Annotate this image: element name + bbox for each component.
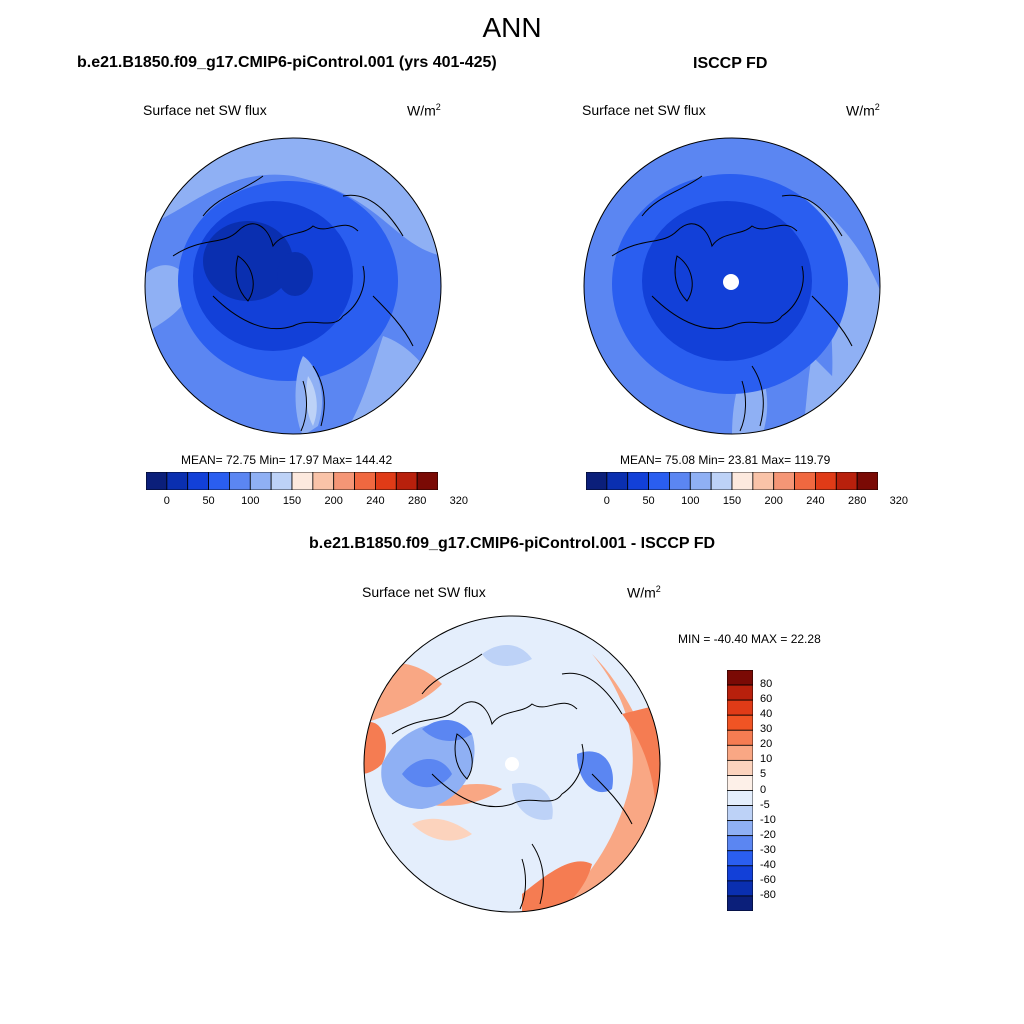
colorbar-swatch [710, 472, 733, 490]
colorbar-swatch [312, 472, 335, 490]
colorbar-tick-label: 30 [760, 723, 773, 736]
colorbar-swatch [815, 472, 837, 490]
colorbar-swatch [229, 472, 251, 490]
colorbar-swatch [794, 472, 816, 490]
colorbar-swatch [727, 714, 753, 731]
figure-title: ANN [482, 12, 542, 43]
colorbar-swatch [727, 850, 753, 867]
colorbar-swatch [146, 472, 168, 490]
panel1-case-title: b.e21.B1850.f09_g17.CMIP6-piControl.001 … [77, 54, 497, 71]
colorbar-swatch [727, 759, 753, 776]
colorbar-swatch [270, 472, 293, 490]
colorbar-tick-label: 150 [282, 495, 302, 507]
colorbar-swatch [856, 472, 878, 490]
colorbar-swatch [727, 699, 753, 716]
panel1-units: W/m2 [407, 102, 441, 119]
colorbar-swatch [773, 472, 795, 490]
colorbar-swatch [727, 835, 753, 852]
panel1-variable-label: Surface net SW flux [143, 102, 267, 118]
colorbar-tick-label: 280 [407, 495, 427, 507]
colorbar-tick-label: -60 [760, 873, 776, 886]
colorbar-swatch [354, 472, 376, 490]
colorbar-tick-label: 5 [760, 768, 767, 781]
colorbar-tick-label: 50 [202, 495, 215, 507]
panel3-stats: MIN = -40.40 MAX = 22.28 [678, 632, 821, 646]
colorbar-tick-label: 240 [366, 495, 385, 507]
panel3-case-title: b.e21.B1850.f09_g17.CMIP6-piControl.001 … [308, 535, 716, 552]
colorbar-swatch [727, 895, 753, 911]
colorbar-swatch [416, 472, 438, 490]
panel2-variable-label: Surface net SW flux [582, 102, 706, 118]
colorbar-swatch [648, 472, 670, 490]
colorbar-tick-label: -30 [760, 843, 776, 856]
panel3-polar-map [363, 615, 661, 913]
colorbar-tick-label: -20 [760, 828, 776, 841]
colorbar-swatch [606, 472, 629, 490]
colorbar-swatch [689, 472, 712, 490]
colorbar-tick-label: 20 [760, 738, 773, 751]
colorbar-swatch [208, 472, 230, 490]
colorbar-tick-label: 100 [681, 495, 700, 507]
colorbar-swatch [727, 729, 753, 746]
colorbar-tick-label: 200 [324, 495, 343, 507]
colorbar-swatch [727, 684, 753, 701]
colorbar-swatch [727, 880, 753, 897]
colorbar-swatch [627, 472, 649, 490]
panel2-colorbar [586, 472, 878, 490]
colorbar-swatch [375, 472, 397, 490]
colorbar-swatch [187, 472, 209, 490]
colorbar-tick-label: -10 [760, 813, 776, 826]
colorbar-tick-label: 0 [760, 783, 767, 796]
panel2-units: W/m2 [846, 102, 880, 119]
panel1-stats: MEAN= 72.75 Min= 17.97 Max= 144.42 [181, 453, 393, 467]
colorbar-tick-label: -5 [760, 798, 770, 811]
panel3-units: W/m2 [627, 584, 661, 601]
colorbar-tick-label: 40 [760, 708, 773, 721]
panel3-colorbar [727, 670, 753, 911]
colorbar-tick-label: 320 [889, 495, 909, 507]
panel1-colorbar [146, 472, 438, 490]
colorbar-swatch [727, 744, 753, 761]
colorbar-swatch [727, 670, 753, 686]
colorbar-swatch [291, 472, 314, 490]
colorbar-tick-label: 320 [449, 495, 469, 507]
panel2-case-title: ISCCP FD [693, 55, 768, 72]
colorbar-tick-label: -80 [760, 888, 776, 901]
panel3-variable-label: Surface net SW flux [362, 584, 486, 600]
colorbar-tick-label: -40 [760, 858, 776, 871]
panel1-polar-map [144, 137, 442, 435]
colorbar-swatch [731, 472, 754, 490]
colorbar-swatch [727, 820, 753, 837]
colorbar-swatch [586, 472, 608, 490]
colorbar-tick-label: 60 [760, 693, 773, 706]
colorbar-tick-label: 100 [241, 495, 260, 507]
colorbar-tick-label: 150 [722, 495, 742, 507]
colorbar-swatch [669, 472, 691, 490]
colorbar-swatch [727, 865, 753, 882]
panel2-polar-map [583, 137, 881, 435]
colorbar-swatch [727, 775, 753, 791]
colorbar-tick-label: 240 [806, 495, 825, 507]
colorbar-tick-label: 10 [760, 753, 773, 766]
colorbar-swatch [166, 472, 189, 490]
colorbar-swatch [752, 472, 775, 490]
colorbar-tick-label: 80 [760, 678, 773, 691]
colorbar-swatch [333, 472, 355, 490]
colorbar-tick-label: 200 [764, 495, 783, 507]
colorbar-tick-label: 50 [642, 495, 655, 507]
colorbar-swatch [249, 472, 272, 490]
panel2-stats: MEAN= 75.08 Min= 23.81 Max= 119.79 [620, 453, 831, 467]
colorbar-swatch [727, 790, 753, 806]
colorbar-swatch [727, 805, 753, 822]
colorbar-tick-label: 280 [847, 495, 867, 507]
colorbar-tick-label: 0 [163, 495, 170, 507]
colorbar-tick-label: 0 [603, 495, 610, 507]
colorbar-swatch [835, 472, 858, 490]
colorbar-swatch [395, 472, 418, 490]
